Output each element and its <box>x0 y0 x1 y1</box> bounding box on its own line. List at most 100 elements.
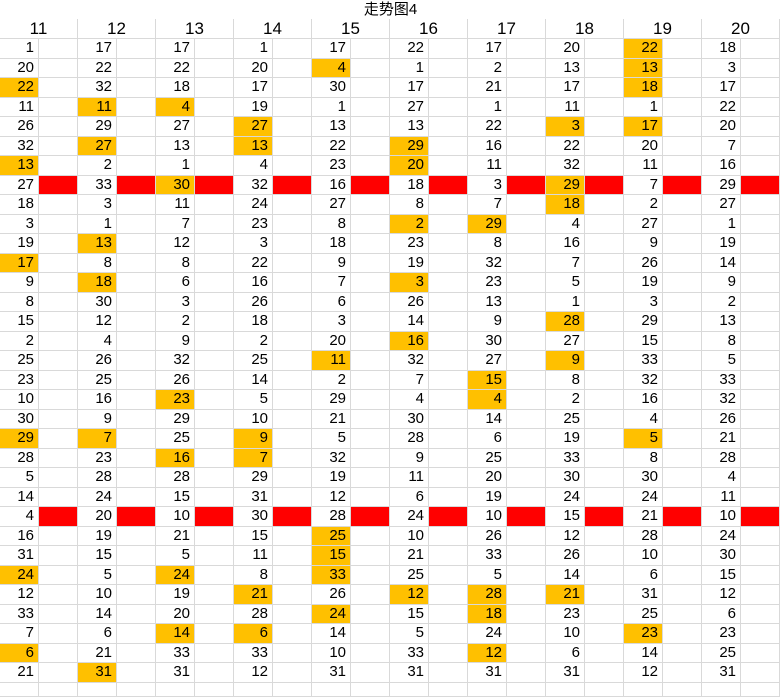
empty-cell[interactable] <box>741 468 780 488</box>
number-cell[interactable]: 8 <box>156 253 195 273</box>
empty-cell[interactable] <box>663 58 702 78</box>
empty-cell[interactable] <box>507 253 546 273</box>
number-cell[interactable]: 27 <box>390 97 429 117</box>
separator-cell[interactable] <box>741 507 780 527</box>
number-cell[interactable]: 14 <box>468 409 507 429</box>
empty-cell[interactable] <box>741 136 780 156</box>
number-cell[interactable]: 8 <box>624 448 663 468</box>
number-cell[interactable]: 5 <box>546 273 585 293</box>
empty-cell[interactable] <box>273 97 312 117</box>
empty-cell[interactable] <box>195 234 234 254</box>
number-cell[interactable]: 28 <box>312 507 351 527</box>
empty-cell[interactable] <box>663 682 702 697</box>
number-cell[interactable]: 17 <box>0 253 39 273</box>
number-cell[interactable]: 6 <box>546 643 585 663</box>
empty-cell[interactable] <box>195 604 234 624</box>
number-cell[interactable]: 11 <box>0 97 39 117</box>
number-cell[interactable]: 32 <box>468 253 507 273</box>
empty-cell[interactable] <box>663 409 702 429</box>
empty-cell[interactable] <box>507 526 546 546</box>
empty-cell[interactable] <box>507 39 546 59</box>
number-cell[interactable]: 21 <box>468 78 507 98</box>
empty-cell[interactable] <box>195 156 234 176</box>
empty-cell[interactable] <box>663 370 702 390</box>
empty-cell[interactable] <box>39 234 78 254</box>
empty-cell[interactable] <box>507 214 546 234</box>
empty-cell[interactable] <box>195 390 234 410</box>
number-cell[interactable]: 16 <box>624 390 663 410</box>
number-cell[interactable]: 11 <box>312 351 351 371</box>
number-cell[interactable]: 25 <box>390 565 429 585</box>
empty-cell[interactable] <box>351 643 390 663</box>
number-cell[interactable]: 19 <box>390 253 429 273</box>
empty-cell[interactable] <box>429 331 468 351</box>
number-cell[interactable]: 29 <box>624 312 663 332</box>
number-cell[interactable]: 30 <box>156 175 195 195</box>
empty-cell[interactable] <box>585 468 624 488</box>
number-cell[interactable]: 11 <box>546 97 585 117</box>
empty-cell[interactable] <box>585 429 624 449</box>
number-cell[interactable]: 6 <box>312 292 351 312</box>
number-cell[interactable]: 1 <box>0 39 39 59</box>
number-cell[interactable]: 22 <box>390 39 429 59</box>
empty-cell[interactable] <box>507 97 546 117</box>
empty-cell[interactable] <box>585 214 624 234</box>
number-cell[interactable]: 23 <box>78 448 117 468</box>
number-cell[interactable]: 6 <box>0 643 39 663</box>
empty-cell[interactable] <box>117 448 156 468</box>
number-cell[interactable]: 6 <box>702 604 741 624</box>
empty-cell[interactable] <box>663 565 702 585</box>
empty-cell[interactable] <box>507 565 546 585</box>
empty-cell[interactable] <box>195 136 234 156</box>
empty-cell[interactable] <box>117 331 156 351</box>
empty-cell[interactable] <box>117 682 156 697</box>
number-cell[interactable]: 28 <box>156 468 195 488</box>
separator-cell[interactable] <box>273 175 312 195</box>
number-cell[interactable]: 14 <box>546 565 585 585</box>
empty-cell[interactable] <box>429 78 468 98</box>
number-cell[interactable]: 13 <box>468 292 507 312</box>
number-cell[interactable]: 9 <box>546 351 585 371</box>
number-cell[interactable]: 3 <box>0 214 39 234</box>
number-cell[interactable]: 6 <box>78 624 117 644</box>
empty-cell[interactable] <box>741 370 780 390</box>
empty-cell[interactable] <box>663 39 702 59</box>
number-cell[interactable]: 9 <box>234 429 273 449</box>
number-cell[interactable]: 19 <box>624 273 663 293</box>
empty-cell[interactable] <box>702 682 741 697</box>
empty-cell[interactable] <box>663 448 702 468</box>
empty-cell[interactable] <box>351 487 390 507</box>
number-cell[interactable]: 28 <box>702 448 741 468</box>
separator-cell[interactable] <box>39 507 78 527</box>
number-cell[interactable]: 2 <box>546 390 585 410</box>
empty-cell[interactable] <box>273 643 312 663</box>
number-cell[interactable]: 25 <box>546 409 585 429</box>
empty-cell[interactable] <box>117 234 156 254</box>
empty-cell[interactable] <box>117 273 156 293</box>
empty-cell[interactable] <box>39 526 78 546</box>
number-cell[interactable]: 6 <box>234 624 273 644</box>
separator-cell[interactable] <box>195 507 234 527</box>
empty-cell[interactable] <box>741 526 780 546</box>
number-cell[interactable]: 24 <box>702 526 741 546</box>
empty-cell[interactable] <box>351 526 390 546</box>
number-cell[interactable]: 22 <box>78 58 117 78</box>
number-cell[interactable]: 18 <box>156 78 195 98</box>
empty-cell[interactable] <box>741 292 780 312</box>
empty-cell[interactable] <box>117 429 156 449</box>
number-cell[interactable]: 13 <box>312 117 351 137</box>
number-cell[interactable]: 17 <box>312 39 351 59</box>
number-cell[interactable]: 25 <box>468 448 507 468</box>
number-cell[interactable]: 1 <box>234 39 273 59</box>
number-cell[interactable]: 23 <box>468 273 507 293</box>
empty-cell[interactable] <box>39 663 78 683</box>
number-cell[interactable]: 19 <box>234 97 273 117</box>
empty-cell[interactable] <box>507 117 546 137</box>
number-cell[interactable]: 2 <box>234 331 273 351</box>
empty-cell[interactable] <box>663 331 702 351</box>
empty-cell[interactable] <box>351 156 390 176</box>
empty-cell[interactable] <box>507 448 546 468</box>
empty-cell[interactable] <box>195 117 234 137</box>
number-cell[interactable]: 11 <box>78 97 117 117</box>
empty-cell[interactable] <box>507 409 546 429</box>
